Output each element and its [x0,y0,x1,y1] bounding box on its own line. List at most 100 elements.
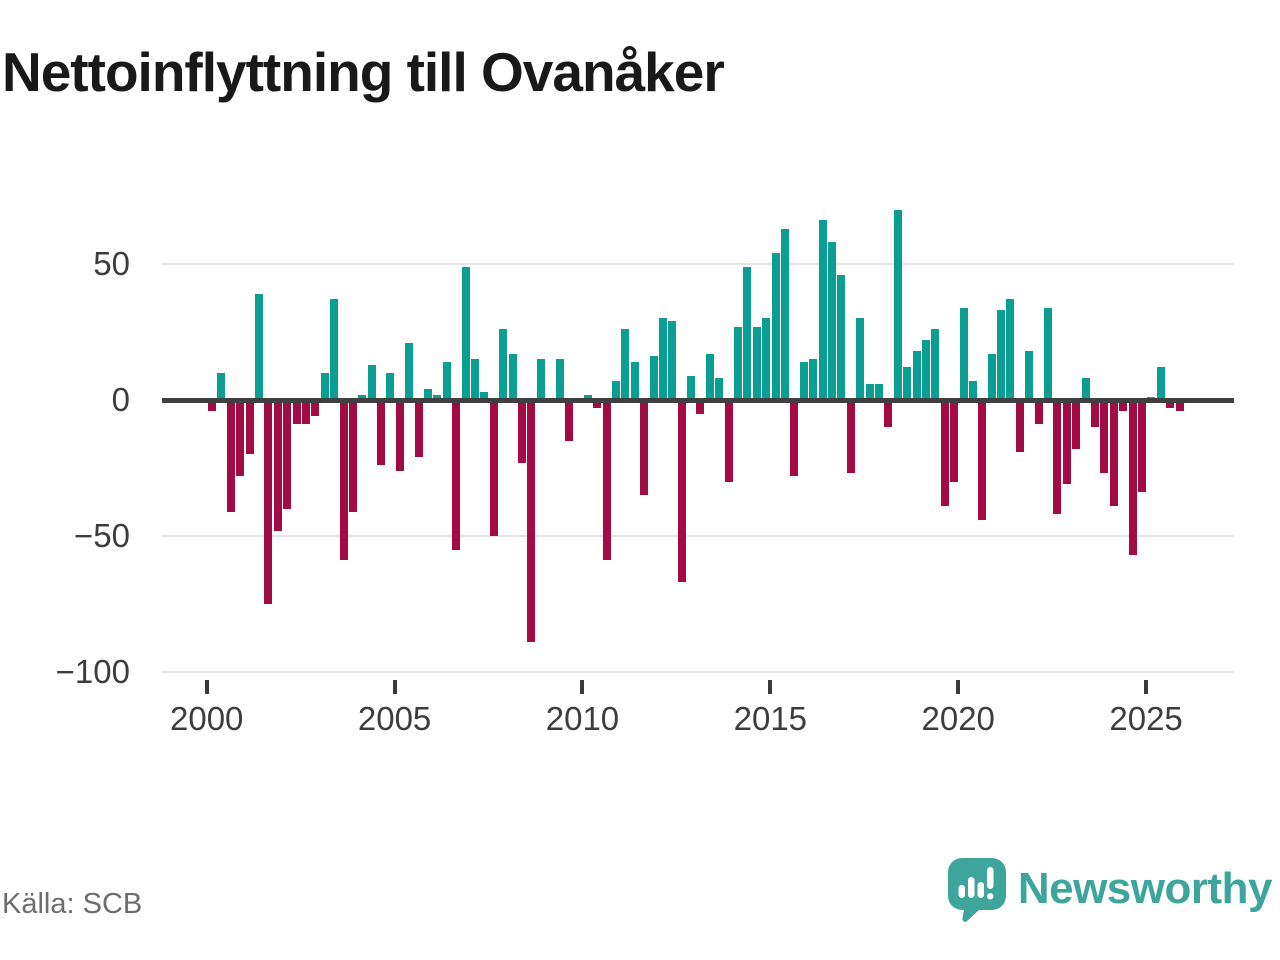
bar-2004q3 [377,400,386,466]
bar-2005q4 [424,389,433,400]
bar-2016q4 [837,274,846,400]
bar-2020q2 [968,380,977,400]
newsworthy-wordmark: Newsworthy [1017,864,1273,913]
bar-2011q1 [621,329,630,400]
bar-2013q4 [724,400,733,482]
bar-2007q2 [480,391,489,400]
bar-2007q3 [489,400,498,536]
bar-2019q1 [921,340,930,400]
page-title: Nettoinflyttning till Ovanåker [2,41,725,103]
bar-2013q1 [696,400,705,414]
bar-2006q3 [452,400,461,550]
bar-2013q3 [715,378,724,400]
bar-2016q1 [809,359,818,400]
bar-2021q2 [1006,299,1015,400]
bar-2021q1 [997,310,1006,400]
bar-2025q2 [1156,367,1165,400]
bar-2006q2 [442,361,451,400]
bar-2014q4 [762,318,771,400]
bar-2024q2 [1119,400,1128,411]
bar-2002q4 [311,400,320,417]
x-tick-label-2015: 2015 [733,700,808,737]
bar-2010q2 [593,400,602,409]
bar-2016q2 [818,220,827,400]
bar-2009q2 [555,359,564,400]
x-tick-2005 [392,680,397,694]
bar-2001q3 [264,400,273,604]
x-tick-2020 [956,680,961,694]
bar-2020q4 [987,353,996,400]
source-note: Källa: SCB [2,888,143,920]
bar-2017q4 [874,383,883,400]
bar-2024q1 [1109,400,1118,507]
bar-2012q3 [677,400,686,583]
grid-line--50 [162,535,1234,537]
newsworthy-logo-icon [947,858,1006,922]
bar-2003q4 [348,400,357,512]
bar-2008q2 [518,400,526,463]
bar-2017q3 [865,383,874,400]
bar-2003q1 [320,372,329,400]
bar-2015q3 [790,400,799,477]
y-tick-label-50: 50 [93,245,130,282]
bar-2016q3 [828,242,836,400]
bar-2015q2 [781,228,790,400]
bar-2022q4 [1062,400,1071,485]
bar-2018q2 [893,209,902,400]
bar-2010q1 [583,394,592,400]
bar-2018q3 [903,367,912,400]
bar-2012q2 [668,321,677,400]
bar-2015q1 [771,253,780,400]
bar-2024q3 [1128,400,1137,556]
bar-2023q1 [1072,400,1081,449]
y-tick-label--50: −50 [74,517,130,554]
bar-2009q3 [564,400,573,441]
bar-2023q3 [1091,400,1100,428]
bar-2017q2 [856,318,865,400]
bar-2004q2 [367,364,376,400]
x-tick-label-2010: 2010 [545,700,620,737]
newsworthy-logo: Newsworthy [947,858,1273,924]
bar-2004q1 [358,394,367,400]
bar-2015q4 [799,361,808,400]
x-tick-2025 [1144,680,1149,694]
bar-2003q3 [339,400,348,561]
x-tick-2000 [204,680,209,694]
bar-2010q4 [611,380,620,400]
bar-2001q2 [254,293,263,400]
bar-2007q4 [499,329,508,400]
bar-2018q1 [884,400,893,428]
y-tick-label--100: −100 [55,653,130,690]
bar-2008q3 [527,400,536,643]
bar-2012q4 [687,375,696,400]
bar-2017q1 [846,400,855,474]
bar-2023q4 [1100,400,1109,474]
bar-2002q3 [301,400,310,425]
bar-2012q1 [658,318,667,400]
bar-2004q4 [386,372,395,400]
grid-line-50 [162,263,1234,265]
bar-2000q3 [226,400,235,512]
x-tick-label-2000: 2000 [169,700,244,737]
zero-axis-line [162,397,1234,403]
bar-2010q3 [602,400,611,561]
bar-2008q4 [536,359,545,400]
bar-2001q4 [273,400,282,531]
y-tick-label-0: 0 [111,381,130,418]
x-tick-label-2020: 2020 [921,700,995,737]
bar-2003q2 [330,299,339,400]
bar-2006q4 [461,266,470,400]
bar-2005q3 [414,400,423,458]
bar-2006q1 [433,394,442,400]
bar-2005q1 [395,400,404,471]
bar-2025q4 [1175,400,1184,411]
bar-2011q4 [649,356,658,400]
bar-2022q3 [1053,400,1062,515]
bar-2019q3 [940,400,949,507]
bar-2014q2 [743,266,752,400]
x-tick-label-2005: 2005 [357,700,432,737]
bar-2023q2 [1081,378,1090,400]
x-tick-2015 [768,680,773,694]
bar-2011q2 [630,361,639,400]
bar-2014q1 [734,326,743,400]
